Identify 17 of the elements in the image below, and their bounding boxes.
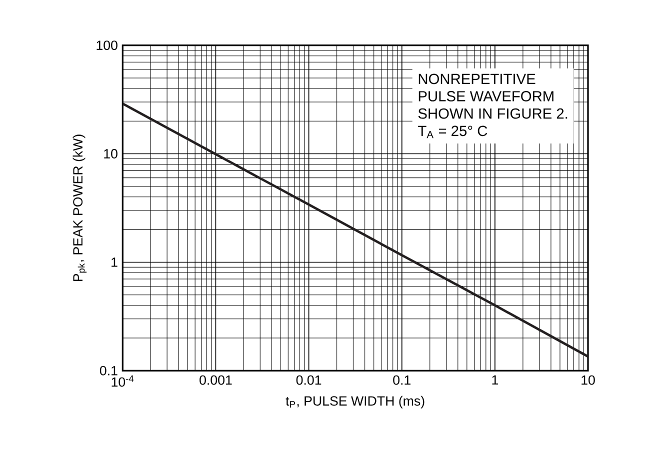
y-tick-label: 10 bbox=[104, 149, 118, 158]
annotation: T$_{A}$ = 25° C bbox=[418, 126, 488, 138]
x-tick-label: 0.001 bbox=[200, 375, 232, 385]
line-series bbox=[122, 102, 588, 358]
y-axis-title: P$_{pk}$, PEAK POWER (kW) bbox=[72, 134, 87, 282]
y-tick-label: 100 bbox=[96, 40, 118, 50]
x-tick-label: 0.1 bbox=[393, 375, 410, 385]
x-tick-label: 10$^{-4}$ bbox=[112, 375, 134, 387]
x-tick-label: 10 bbox=[582, 375, 595, 385]
annotation: PULSE WAVEFORM bbox=[418, 91, 554, 102]
annotation: SHOWN IN FIGURE 2. bbox=[418, 108, 568, 119]
y-tick-label: 1 bbox=[112, 258, 118, 267]
x-tick-label: 1 bbox=[492, 375, 498, 385]
x-tick-label: 0.01 bbox=[296, 375, 322, 385]
annotation: NONREPETITIVE bbox=[418, 74, 536, 84]
x-axis-title: t$_{P}$, PULSE WIDTH (ms) bbox=[286, 396, 424, 408]
y-tick-label: 0.1 bbox=[100, 366, 118, 376]
